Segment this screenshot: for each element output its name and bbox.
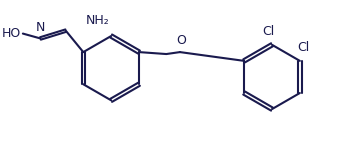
Text: HO: HO bbox=[2, 27, 21, 40]
Text: N: N bbox=[36, 21, 45, 34]
Text: O: O bbox=[176, 34, 186, 47]
Text: Cl: Cl bbox=[298, 41, 310, 54]
Text: Cl: Cl bbox=[262, 25, 274, 38]
Text: NH₂: NH₂ bbox=[85, 14, 109, 27]
